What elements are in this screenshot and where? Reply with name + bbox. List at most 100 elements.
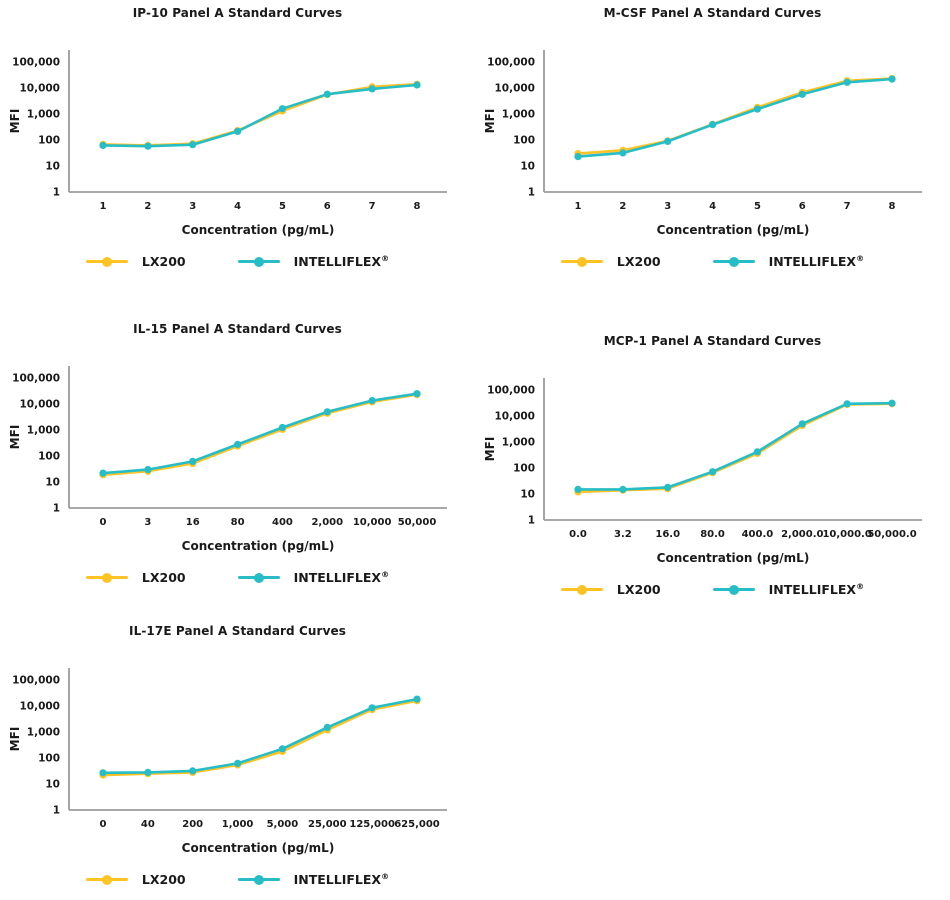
data-point-intelliflex [143,466,151,474]
data-point-intelliflex [188,767,196,775]
data-point-intelliflex [98,469,107,477]
legend-label-lx200: LX200 [616,582,661,598]
chart-title-il17e: IL-17E Panel A Standard Curves [129,624,346,638]
x-tick-label: 0 [99,517,106,528]
data-point-intelliflex [233,127,241,135]
chart-title-ip10: IP-10 Panel A Standard Curves [132,6,343,20]
x-tick-label: 40 [140,819,154,830]
legend-ip10: LX200 INTELLIFLEX® [0,254,475,269]
x-tick-label: 4 [709,201,716,212]
chart-svg: 1 10 100 1,000 10,000 100,000 MFI 0 40 200 1,000 5,… [8,668,447,855]
x-tick-label: 3 [664,201,671,212]
legend-label-intelliflex: INTELLIFLEX® [294,872,389,887]
x-tick-label: 50,000 [397,517,436,528]
registered-mark: ® [381,872,390,881]
y-tick-label: 1,000 [501,437,534,449]
intelliflex-line-marker-icon [237,572,280,583]
x-tick-label: 625,000 [394,819,440,830]
legend-item-intelliflex: INTELLIFLEX® [712,582,865,597]
legend-mcsf: LX200 INTELLIFLEX® [475,254,950,269]
x-tick-label: 10,000.0 [822,529,871,540]
legend-label-intelliflex-text: INTELLIFLEX [768,254,857,270]
data-point-intelliflex [278,105,286,113]
x-tick-label: 400.0 [741,529,773,540]
y-tick-label: 100 [38,753,60,765]
y-tick-label: 100,000 [487,385,535,397]
x-tick-label: 3 [189,201,196,212]
legend-item-lx200: LX200 [560,254,661,270]
legend-item-lx200: LX200 [85,872,186,887]
series-line-lx200 [101,82,418,147]
intelliflex-line-marker-icon [237,256,280,267]
data-point-intelliflex [98,141,107,149]
data-point-intelliflex [188,457,196,465]
chart-svg: 1 10 100 1,000 10,000 100,000 MFI 0.0 3.2 16.0 80.… [483,378,922,565]
y-tick-label: 100 [38,135,60,147]
x-tick-label: 400 [271,517,292,528]
x-tick-label: 6 [798,201,805,212]
lx200-line-marker-icon [560,584,603,595]
y-tick-label: 10,000 [494,411,535,423]
x-tick-label: 2 [619,201,626,212]
y-tick-label: 100,000 [12,373,60,385]
y-tick-label: 10 [45,161,60,173]
y-tick-label: 10 [45,779,60,791]
legend-label-lx200: LX200 [616,254,661,270]
data-point-intelliflex [368,397,376,405]
data-point-intelliflex [843,400,851,408]
legend-label-lx200: LX200 [141,570,186,586]
chart-block-il17e: IL-17E Panel A Standard Curves 1 10 100 1,0… [0,610,475,900]
x-tick-label: 6 [323,201,330,212]
y-axis-title: MFI [483,109,497,134]
y-tick-label: 1 [52,805,59,817]
x-tick-label: 0 [99,819,106,830]
y-tick-label: 1 [527,187,534,199]
plot-area-mcp1: 1 10 100 1,000 10,000 100,000 MFI 0.0 3.2 16.0 80.… [478,352,948,580]
data-point-intelliflex [143,142,151,150]
legend-label-lx200: LX200 [141,254,186,270]
x-axis-title: Concentration (pg/mL) [181,539,334,553]
data-point-intelliflex [368,85,376,93]
y-tick-label: 100,000 [487,57,535,69]
data-point-intelliflex [843,78,851,86]
y-tick-label: 10,000 [19,701,60,713]
chart-svg: 1 10 100 1,000 10,000 100,000 MFI 1 2 3 4 5 6 7 8 Conce… [8,50,447,237]
data-point-intelliflex [323,90,331,98]
plot-area-mcsf: 1 10 100 1,000 10,000 100,000 MFI 1 2 3 4 5 6 7 8 Conce… [478,24,948,252]
series-line-lx200 [101,699,418,777]
legend-label-intelliflex-text: INTELLIFLEX [293,872,382,888]
x-tick-label: 0.0 [569,529,587,540]
legend-mcp1: LX200 INTELLIFLEX® [475,582,950,597]
lx200-line-marker-icon [85,572,128,583]
y-tick-label: 10,000 [19,83,60,95]
data-point-intelliflex [143,768,151,776]
legend-il17e: LX200 INTELLIFLEX® [0,872,475,887]
x-axis-title: Concentration (pg/mL) [656,551,809,565]
x-tick-label: 50,000.0 [867,529,916,540]
data-point-intelliflex [278,423,286,432]
y-tick-label: 10,000 [494,83,535,95]
y-axis-title: MFI [8,109,22,134]
chart-block-ip10: IP-10 Panel A Standard Curves 1 10 100 1,00… [0,0,475,300]
x-tick-label: 7 [368,201,375,212]
legend-label-intelliflex-text: INTELLIFLEX [293,254,382,270]
data-point-intelliflex [798,90,806,98]
registered-mark: ® [856,582,865,591]
x-tick-label: 2 [144,201,151,212]
x-tick-label: 80 [230,517,244,528]
x-tick-label: 2,000 [311,517,343,528]
chart-block-il15: IL-15 Panel A Standard Curves 1 10 100 1,00… [0,300,475,610]
y-tick-label: 100,000 [12,57,60,69]
x-tick-label: 125,000 [349,819,395,830]
y-axis-title: MFI [8,727,22,752]
y-tick-label: 10 [45,477,60,489]
y-tick-label: 1,000 [26,425,59,437]
data-point-intelliflex [233,440,241,448]
chart-svg: 1 10 100 1,000 10,000 100,000 MFI 0 3 16 80 400 2,00… [8,366,447,553]
lx200-line-marker-icon [85,874,128,885]
series-line-intelliflex [101,83,418,148]
y-tick-label: 10 [520,161,535,173]
y-tick-label: 1 [52,187,59,199]
series-line-intelliflex [576,77,893,158]
x-tick-label: 3.2 [613,529,631,540]
